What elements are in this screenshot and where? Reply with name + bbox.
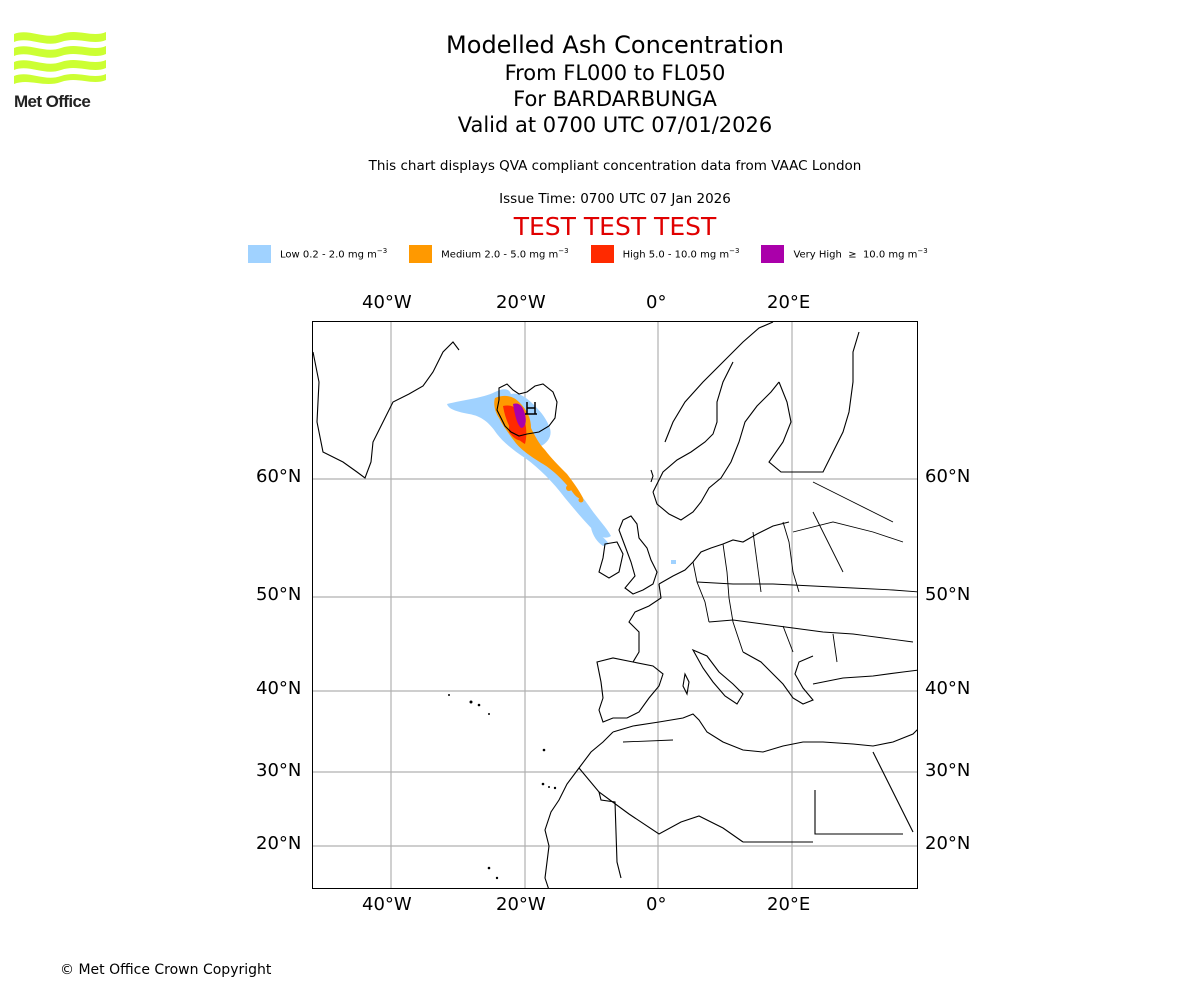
swatch-high <box>590 245 614 263</box>
lat-label-left-20n: 20°N <box>256 833 302 854</box>
test-banner: TEST TEST TEST <box>513 212 717 241</box>
lon-label-bottom-0: 0° <box>646 894 667 915</box>
wave-logo-icon <box>14 32 106 84</box>
lat-label-left-40n: 40°N <box>256 678 302 699</box>
legend-label-very-high: Very High ≥ 10.0 mg m <box>793 249 918 261</box>
map-canvas <box>313 322 917 888</box>
logo-text: Met Office <box>14 92 91 111</box>
lat-label-right-30n: 30°N <box>925 760 971 781</box>
chart-description: This chart displays QVA compliant concen… <box>368 158 862 174</box>
swatch-medium <box>409 245 433 263</box>
legend: Low 0.2 - 2.0 mg m−3 Medium 2.0 - 5.0 mg… <box>248 244 950 264</box>
flight-levels: From FL000 to FL050 <box>504 61 726 85</box>
copyright-notice: © Met Office Crown Copyright <box>60 962 272 978</box>
coastlines <box>313 322 917 888</box>
legend-label-high: High 5.0 - 10.0 mg m <box>622 249 730 261</box>
volcano-name: For BARDARBUNGA <box>513 87 717 111</box>
lat-label-left-50n: 50°N <box>256 584 302 605</box>
lat-label-right-60n: 60°N <box>925 466 971 487</box>
ash-concentration-map <box>312 321 918 889</box>
lon-label-bottom-40w: 40°W <box>362 894 412 915</box>
lon-label-top-20e: 20°E <box>767 292 811 313</box>
met-office-logo: Met Office <box>14 30 108 112</box>
atlantic-islands <box>448 694 557 880</box>
lat-label-left-60n: 60°N <box>256 466 302 487</box>
swatch-very-high <box>761 245 785 263</box>
legend-item-low: Low 0.2 - 2.0 mg m−3 <box>248 245 387 263</box>
lon-label-top-20w: 20°W <box>496 292 546 313</box>
issue-time: Issue Time: 0700 UTC 07 Jan 2026 <box>499 191 731 207</box>
lon-label-top-40w: 40°W <box>362 292 412 313</box>
lat-label-left-30n: 30°N <box>256 760 302 781</box>
chart-title: Modelled Ash Concentration <box>446 31 784 59</box>
legend-item-medium: Medium 2.0 - 5.0 mg m−3 <box>409 245 569 263</box>
swatch-low <box>248 245 271 263</box>
valid-time: Valid at 0700 UTC 07/01/2026 <box>457 113 773 137</box>
lon-label-top-0: 0° <box>646 292 667 313</box>
legend-item-high: High 5.0 - 10.0 mg m−3 <box>590 245 739 263</box>
legend-item-very-high: Very High ≥ 10.0 mg m−3 <box>761 245 928 263</box>
country-borders <box>622 481 917 743</box>
legend-label-medium: Medium 2.0 - 5.0 mg m <box>441 249 559 261</box>
ash-plume <box>447 389 676 564</box>
lon-label-bottom-20e: 20°E <box>767 894 811 915</box>
lat-label-right-40n: 40°N <box>925 678 971 699</box>
lon-label-bottom-20w: 20°W <box>496 894 546 915</box>
lat-label-right-20n: 20°N <box>925 833 971 854</box>
legend-label-low: Low 0.2 - 2.0 mg m <box>280 249 377 261</box>
lat-label-right-50n: 50°N <box>925 584 971 605</box>
title-block: Modelled Ash Concentration From FL000 to… <box>300 30 930 138</box>
